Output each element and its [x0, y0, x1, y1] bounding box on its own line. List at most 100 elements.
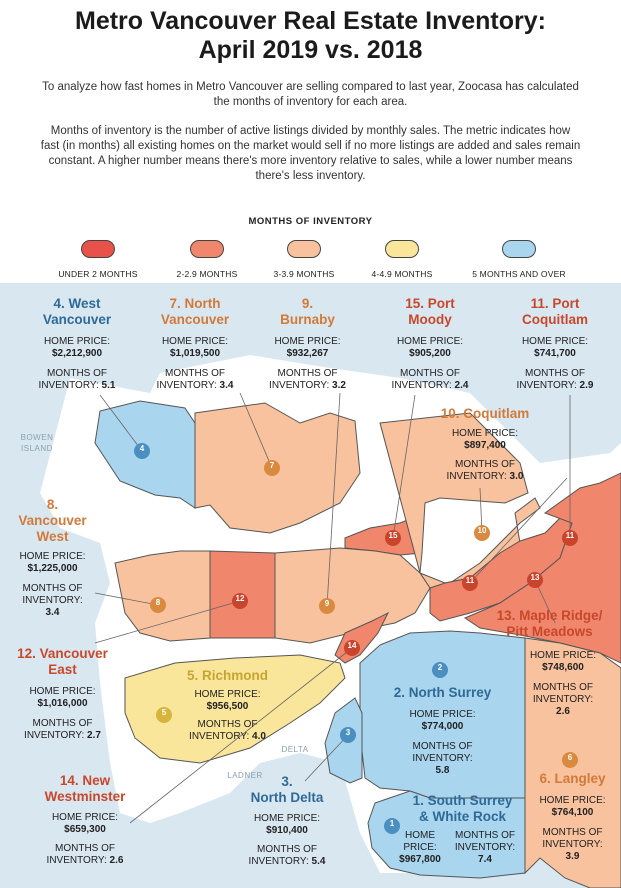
- months-key: MONTHS OF: [400, 368, 460, 379]
- marker-label-2: 2: [437, 663, 443, 672]
- legend-label: UNDER 2 MONTHS: [58, 269, 138, 279]
- marker-label-12: 12: [235, 594, 245, 603]
- price-key: HOME PRICE:: [529, 650, 597, 661]
- marker-5: [156, 707, 172, 723]
- area-price: $932,267: [286, 348, 329, 359]
- marker-label-13: 13: [530, 573, 540, 582]
- marker-2: [432, 662, 448, 678]
- intro-paragraph-2: Months of inventory is the number of act…: [40, 125, 581, 182]
- marker-label-4: 4: [139, 444, 145, 453]
- inventory-key: INVENTORY:: [454, 842, 516, 853]
- marker-label-11a: 11: [565, 531, 575, 540]
- marker-3: [340, 727, 356, 743]
- legend-label: 2-2.9 MONTHS: [176, 269, 238, 279]
- area-name: West: [36, 529, 69, 544]
- area-stats-maple-ridge: HOME PRICE: $748,600 MONTHS OF INVENTORY: 2…: [528, 650, 598, 718]
- marker-6: [562, 752, 578, 768]
- inventory-key: INVENTORY:: [46, 855, 107, 866]
- area-name: 6. Langley: [539, 771, 606, 786]
- area-name: 4. West: [53, 296, 101, 311]
- marker-label-11b: 11: [465, 576, 475, 585]
- months-key: MONTHS OF: [165, 368, 225, 379]
- header: Metro Vancouver Real Estate Inventory: A…: [0, 0, 621, 205]
- inventory-key: INVENTORY:: [38, 380, 99, 391]
- inventory-key: INVENTORY:: [248, 856, 309, 867]
- months-key: MONTHS OF: [455, 830, 515, 841]
- price-key: HOME PRICE:: [161, 336, 229, 347]
- marker-11a: [562, 530, 578, 546]
- area-price: $897,400: [464, 440, 506, 451]
- months-key: MONTHS OF: [197, 719, 258, 730]
- price-key: HOME PRICE:: [396, 336, 464, 347]
- marker-label-14: 14: [347, 641, 357, 650]
- legend-item-5-plus: 5 MONTHS AND OVER: [464, 240, 574, 282]
- area-label-west-vancouver: 4. West Vancouver HOME PRICE: $2,212,900 …: [22, 296, 132, 392]
- area-months: 2.7: [87, 730, 101, 741]
- area-price: $748,600: [542, 662, 584, 673]
- legend-item-2-2-9: 2-2.9 MONTHS: [152, 240, 262, 282]
- area-months: 2.6: [109, 855, 124, 866]
- area-name: 9.: [301, 296, 314, 311]
- inventory-key: INVENTORY:: [516, 380, 577, 391]
- area-price-south-surrey: HOME PRICE: $967,800: [395, 830, 445, 866]
- area-name: & White Rock: [418, 809, 506, 824]
- months-key: MONTHS OF: [533, 682, 593, 693]
- area-name: 13. Maple Ridge/: [496, 608, 603, 623]
- legend-item-under-2: UNDER 2 MONTHS: [43, 240, 153, 282]
- marker-label-15: 15: [388, 531, 398, 540]
- marker-14: [344, 640, 360, 656]
- region-map: [40, 355, 621, 888]
- marker-label-9: 9: [324, 599, 330, 608]
- area-name: 3.: [281, 774, 293, 789]
- area-label-coquitlam: 10. Coquitlam HOME PRICE: $897,400 MONTHS…: [425, 406, 545, 483]
- price-key: HOME PRICE:: [43, 336, 111, 347]
- area-name: 10. Coquitlam: [440, 406, 530, 421]
- area-months: 5.4: [311, 856, 326, 867]
- area-price: $1,019,500: [169, 348, 221, 359]
- legend-label: 5 MONTHS AND OVER: [472, 269, 566, 279]
- area-name: 5. Richmond: [186, 668, 268, 683]
- inventory-key: INVENTORY:: [532, 694, 594, 705]
- price-key: HOME PRICE:: [51, 812, 119, 823]
- area-months-south-surrey: MONTHS OF INVENTORY: 7.4: [450, 830, 520, 866]
- area-name: Vancouver: [160, 312, 230, 327]
- area-name: Moody: [408, 312, 452, 327]
- area-months: 5.8: [435, 765, 450, 776]
- inventory-key: INVENTORY:: [156, 380, 217, 391]
- marker-7: [264, 460, 280, 476]
- area-label-south-surrey: 1. South Surrey & White Rock: [400, 793, 525, 825]
- area-price: $659,300: [64, 824, 106, 835]
- marker-4: [134, 443, 150, 459]
- marker-label-3: 3: [345, 728, 351, 737]
- area-months: 3.0: [509, 471, 524, 482]
- inventory-key: INVENTORY:: [412, 753, 473, 764]
- marker-13: [527, 572, 543, 588]
- price-key: HOME PRICE:: [19, 551, 86, 562]
- legend-swatch-3-3-9: [287, 240, 321, 258]
- region-richmond: [124, 654, 346, 764]
- inventory-key: INVENTORY:: [189, 731, 250, 742]
- area-name: 2. North Surrey: [393, 685, 492, 700]
- area-price: $905,200: [409, 348, 451, 359]
- marker-12: [232, 593, 248, 609]
- area-price: $956,500: [206, 701, 249, 712]
- months-key: MONTHS OF: [542, 827, 603, 838]
- area-months: 2.4: [454, 380, 469, 391]
- marker-label-1: 1: [389, 819, 395, 828]
- months-key: MONTHS OF: [455, 459, 515, 470]
- area-months: 2.6: [556, 706, 570, 717]
- place-delta: DELTA: [281, 745, 309, 754]
- area-price: $2,212,900: [51, 348, 103, 359]
- price-key: HOME PRICE:: [274, 336, 341, 347]
- area-name: 15. Port: [405, 296, 455, 311]
- region-maple-ridge: [463, 472, 621, 664]
- price-key: HOME PRICE:: [409, 709, 476, 720]
- area-months: 2.9: [579, 380, 594, 391]
- area-label-maple-ridge: 13. Maple Ridge/ Pitt Meadows: [478, 608, 621, 640]
- area-price: $967,800: [399, 854, 441, 865]
- marker-8: [150, 597, 166, 613]
- price-key: HOME PRICE:: [194, 689, 261, 700]
- area-months: 4.0: [252, 731, 266, 742]
- legend-item-4-4-9: 4-4.9 MONTHS: [347, 240, 457, 282]
- area-name: 12. Vancouver: [17, 646, 108, 661]
